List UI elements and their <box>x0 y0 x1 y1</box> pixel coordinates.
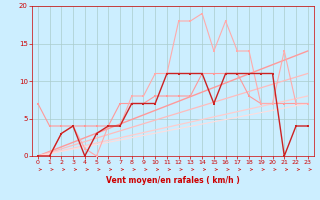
X-axis label: Vent moyen/en rafales ( km/h ): Vent moyen/en rafales ( km/h ) <box>106 176 240 185</box>
